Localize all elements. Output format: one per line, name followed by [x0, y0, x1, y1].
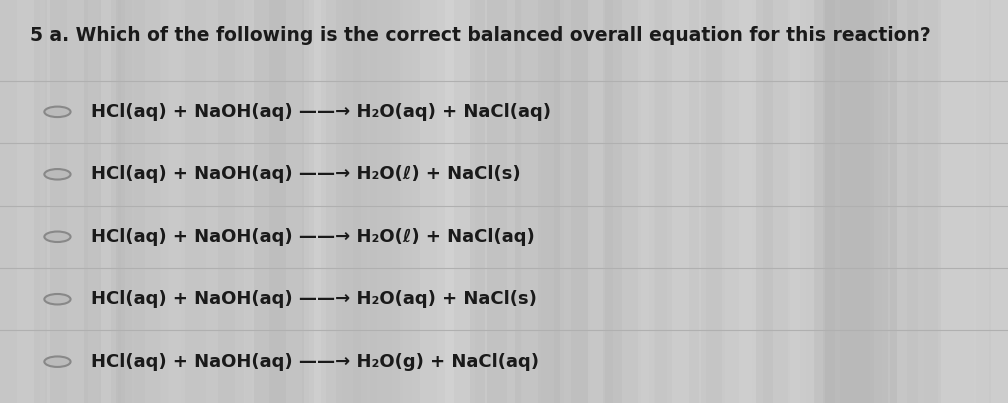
Bar [235, 0, 245, 403]
Bar [269, 0, 309, 403]
Bar [773, 0, 800, 403]
Circle shape [44, 169, 71, 179]
Text: HCl(aq) + NaOH(aq) ——→ H₂O(aq) + NaCl(aq): HCl(aq) + NaOH(aq) ——→ H₂O(aq) + NaCl(aq… [91, 103, 550, 121]
Bar [739, 0, 763, 403]
Bar [554, 0, 590, 403]
Circle shape [44, 294, 71, 305]
Bar [336, 0, 361, 403]
Text: HCl(aq) + NaOH(aq) ——→ H₂O(g) + NaCl(aq): HCl(aq) + NaOH(aq) ——→ H₂O(g) + NaCl(aq) [91, 353, 538, 371]
Bar [367, 0, 446, 403]
Bar [572, 0, 613, 403]
Bar [202, 0, 237, 403]
Bar [924, 0, 937, 403]
Bar [622, 0, 654, 403]
Bar [353, 0, 392, 403]
Bar [84, 0, 125, 403]
Bar [252, 0, 266, 403]
Bar [958, 0, 995, 403]
Bar [605, 0, 641, 403]
Bar [940, 0, 977, 403]
Text: HCl(aq) + NaOH(aq) ——→ H₂O(ℓ) + NaCl(aq): HCl(aq) + NaOH(aq) ——→ H₂O(ℓ) + NaCl(aq) [91, 228, 534, 246]
Bar [254, 0, 304, 403]
Bar [320, 0, 343, 403]
Bar [789, 0, 814, 403]
Circle shape [44, 231, 71, 242]
Bar [121, 0, 161, 403]
Bar [68, 0, 100, 403]
Bar [813, 0, 888, 403]
Text: HCl(aq) + NaOH(aq) ——→ H₂O(ℓ) + NaCl(s): HCl(aq) + NaOH(aq) ——→ H₂O(ℓ) + NaCl(s) [91, 165, 520, 183]
Bar [0, 0, 40, 403]
Bar [168, 0, 181, 403]
Bar [515, 0, 560, 403]
Bar [825, 0, 897, 403]
Bar [471, 0, 486, 403]
Bar [504, 0, 521, 403]
Circle shape [44, 107, 71, 117]
Bar [824, 0, 836, 403]
Circle shape [44, 356, 71, 367]
Bar [840, 0, 870, 403]
Bar [991, 0, 1008, 403]
Bar [454, 0, 493, 403]
Bar [436, 0, 475, 403]
Bar [302, 0, 314, 403]
Bar [688, 0, 700, 403]
Bar [890, 0, 924, 403]
Bar [655, 0, 667, 403]
Bar [370, 0, 400, 403]
Bar [857, 0, 882, 403]
Bar [50, 0, 88, 403]
Bar [588, 0, 603, 403]
Bar [521, 0, 541, 403]
Bar [118, 0, 132, 403]
Bar [874, 0, 890, 403]
Bar [975, 0, 989, 403]
Bar [806, 0, 830, 403]
Bar [111, 0, 145, 403]
Bar [184, 0, 206, 403]
Bar [723, 0, 752, 403]
Bar [151, 0, 169, 403]
Bar [403, 0, 417, 403]
Bar [101, 0, 116, 403]
Bar [386, 0, 412, 403]
Text: 5 a. Which of the following is the correct balanced overall equation for this re: 5 a. Which of the following is the corre… [30, 26, 931, 45]
Bar [17, 0, 45, 403]
Bar [706, 0, 725, 403]
Bar [537, 0, 564, 403]
Bar [285, 0, 322, 403]
Bar [33, 0, 47, 403]
Bar [672, 0, 702, 403]
Bar [756, 0, 788, 403]
Bar [134, 0, 160, 403]
Text: HCl(aq) + NaOH(aq) ——→ H₂O(aq) + NaCl(s): HCl(aq) + NaOH(aq) ——→ H₂O(aq) + NaCl(s) [91, 290, 536, 308]
Bar [326, 0, 377, 403]
Bar [907, 0, 918, 403]
Bar [420, 0, 455, 403]
Bar [219, 0, 244, 403]
Bar [487, 0, 507, 403]
Bar [638, 0, 649, 403]
